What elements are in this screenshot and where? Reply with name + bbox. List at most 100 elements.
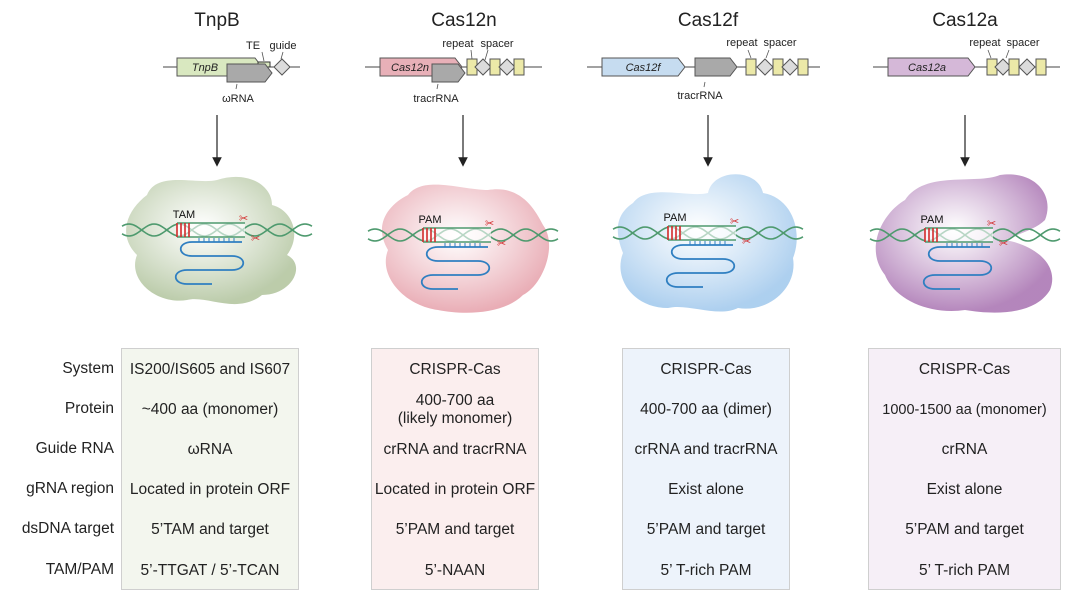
tracrrna-gene bbox=[431, 63, 466, 83]
cell-system: CRISPR-Cas bbox=[660, 361, 752, 378]
cell-grna-region: Located in protein ORF bbox=[129, 481, 291, 498]
label-leader bbox=[484, 49, 489, 61]
spacer-label: spacer bbox=[1006, 37, 1039, 49]
repeat-box bbox=[745, 58, 757, 76]
label-leader bbox=[436, 83, 439, 90]
r-loop bbox=[177, 223, 245, 237]
scissors-icon: ✂ bbox=[742, 236, 751, 248]
cell-dsdna-target: 5’PAM and target bbox=[646, 521, 766, 538]
protein-blob-cas12a bbox=[875, 174, 1053, 313]
scissors-icon: ✂ bbox=[251, 233, 260, 245]
motif-label: PAM bbox=[920, 214, 943, 226]
cell-dsdna-target: 5’PAM and target bbox=[395, 521, 515, 538]
r-loop bbox=[925, 228, 993, 242]
cell-system: IS200/IS605 and IS607 bbox=[129, 361, 291, 378]
omega-rna-gene bbox=[226, 63, 273, 83]
label-leader bbox=[703, 81, 706, 88]
spacer-label: spacer bbox=[480, 38, 513, 50]
repeat-box bbox=[1035, 58, 1047, 76]
protein-blob-cas12f bbox=[617, 174, 797, 312]
row-label-tam-pam: TAM/PAM bbox=[45, 561, 114, 578]
cell-tam-pam: 5’-NAAN bbox=[424, 562, 486, 579]
title-cas12a: Cas12a bbox=[932, 10, 998, 31]
cell-protein: 400-700 aa (dimer) bbox=[640, 401, 772, 418]
cas12f-gene bbox=[601, 57, 686, 77]
protein-blob-cas12n bbox=[381, 184, 550, 313]
cell-dsdna-target: 5’PAM and target bbox=[905, 521, 1024, 538]
label-leader bbox=[765, 49, 770, 59]
label-leader bbox=[261, 51, 265, 62]
gene-label: Cas12f bbox=[626, 62, 662, 74]
scissors-icon: ✂ bbox=[485, 218, 494, 230]
repeat-box bbox=[1008, 58, 1020, 76]
cell-system: CRISPR-Cas bbox=[409, 361, 501, 378]
row-label-system: System bbox=[62, 360, 114, 377]
cell-tam-pam: 5’-TTGAT / 5’-TCAN bbox=[140, 562, 280, 579]
title-cas12f: Cas12f bbox=[677, 10, 739, 31]
repeat-label: repeat bbox=[726, 37, 757, 49]
row-label-protein: Protein bbox=[64, 400, 114, 417]
info-box-tnpb: IS200/IS605 and IS607 ~400 aa (monomer) ωR… bbox=[121, 348, 299, 590]
cell-guide-rna: ωRNA bbox=[187, 441, 233, 458]
repeat-label: repeat bbox=[442, 38, 473, 50]
cell-grna-region: Located in protein ORF bbox=[374, 481, 536, 498]
repeat-box bbox=[797, 58, 809, 76]
cell-system: CRISPR-Cas bbox=[918, 361, 1011, 378]
repeat-label: repeat bbox=[969, 37, 1000, 49]
cell-tam-pam: 5’ T-rich PAM bbox=[660, 562, 752, 579]
gene-and-complex-diagrams: TnpB TE guide ωRNA Cas12n repeat spacer tracrRN… bbox=[121, 37, 1061, 313]
gene-label: Cas12a bbox=[908, 62, 946, 74]
tracrrna-label: tracrRNA bbox=[413, 93, 459, 105]
cell-guide-rna: crRNA and tracrRNA bbox=[634, 441, 778, 458]
cell-protein: ~400 aa (monomer) bbox=[141, 401, 279, 418]
info-box-cas12a: CRISPR-Cas 1000-1500 aa (monomer) crRNA Exi… bbox=[868, 348, 1061, 590]
cas12a-gene bbox=[887, 57, 976, 77]
cell-grna-region: Exist alone bbox=[668, 481, 744, 498]
spacer-diamond bbox=[756, 58, 774, 76]
scissors-icon: ✂ bbox=[987, 218, 996, 230]
protein-blob-tnpb bbox=[126, 176, 297, 305]
cell-protein: 1000-1500 aa (monomer) bbox=[882, 402, 1047, 418]
scissors-icon: ✂ bbox=[497, 238, 506, 250]
tracrrna-label: tracrRNA bbox=[677, 90, 723, 102]
info-box-cas12n: CRISPR-Cas 400-700 aa (likely monomer) crR… bbox=[371, 348, 539, 590]
gene-label: TnpB bbox=[192, 62, 218, 74]
label-leader bbox=[1005, 49, 1010, 59]
row-label-guide-rna: Guide RNA bbox=[35, 440, 114, 457]
gene-label: Cas12n bbox=[391, 62, 429, 74]
title-cas12n: Cas12n bbox=[431, 10, 497, 31]
cell-tam-pam: 5’ T-rich PAM bbox=[918, 562, 1010, 579]
cell-guide-rna: crRNA bbox=[941, 441, 988, 458]
omega-rna-label: ωRNA bbox=[222, 93, 254, 105]
label-leader bbox=[235, 83, 238, 90]
repeat-box bbox=[513, 58, 525, 76]
row-label-dsdna-target: dsDNA target bbox=[21, 520, 114, 537]
spacer-diamond bbox=[781, 58, 799, 76]
scissors-icon: ✂ bbox=[239, 213, 248, 225]
label-leader bbox=[987, 49, 992, 59]
scissors-icon: ✂ bbox=[730, 216, 739, 228]
title-tnpb: TnpB bbox=[194, 10, 240, 31]
cell-grna-region: Exist alone bbox=[926, 481, 1003, 498]
scissors-icon: ✂ bbox=[999, 238, 1008, 250]
spacer-diamond bbox=[1018, 58, 1036, 76]
label-leader bbox=[747, 49, 752, 59]
r-loop bbox=[668, 226, 736, 240]
motif-label: PAM bbox=[418, 214, 441, 226]
spacer-label: spacer bbox=[763, 37, 796, 49]
cell-guide-rna: crRNA and tracrRNA bbox=[383, 441, 527, 458]
tracrrna-gene bbox=[694, 57, 738, 77]
cell-dsdna-target: 5’TAM and target bbox=[151, 521, 269, 538]
r-loop bbox=[423, 228, 491, 242]
label-leader bbox=[470, 49, 473, 60]
guide-label: guide bbox=[270, 40, 297, 52]
motif-label: PAM bbox=[663, 212, 686, 224]
cell-protein: 400-700 aa (likely monomer) bbox=[397, 392, 513, 427]
te-label: TE bbox=[246, 40, 260, 52]
row-label-grna-region: gRNA region bbox=[26, 480, 114, 497]
label-leader bbox=[280, 51, 284, 60]
spacer-diamond bbox=[498, 58, 516, 76]
info-box-cas12f: CRISPR-Cas 400-700 aa (dimer) crRNA and tr… bbox=[622, 348, 790, 590]
motif-label: TAM bbox=[173, 209, 195, 221]
